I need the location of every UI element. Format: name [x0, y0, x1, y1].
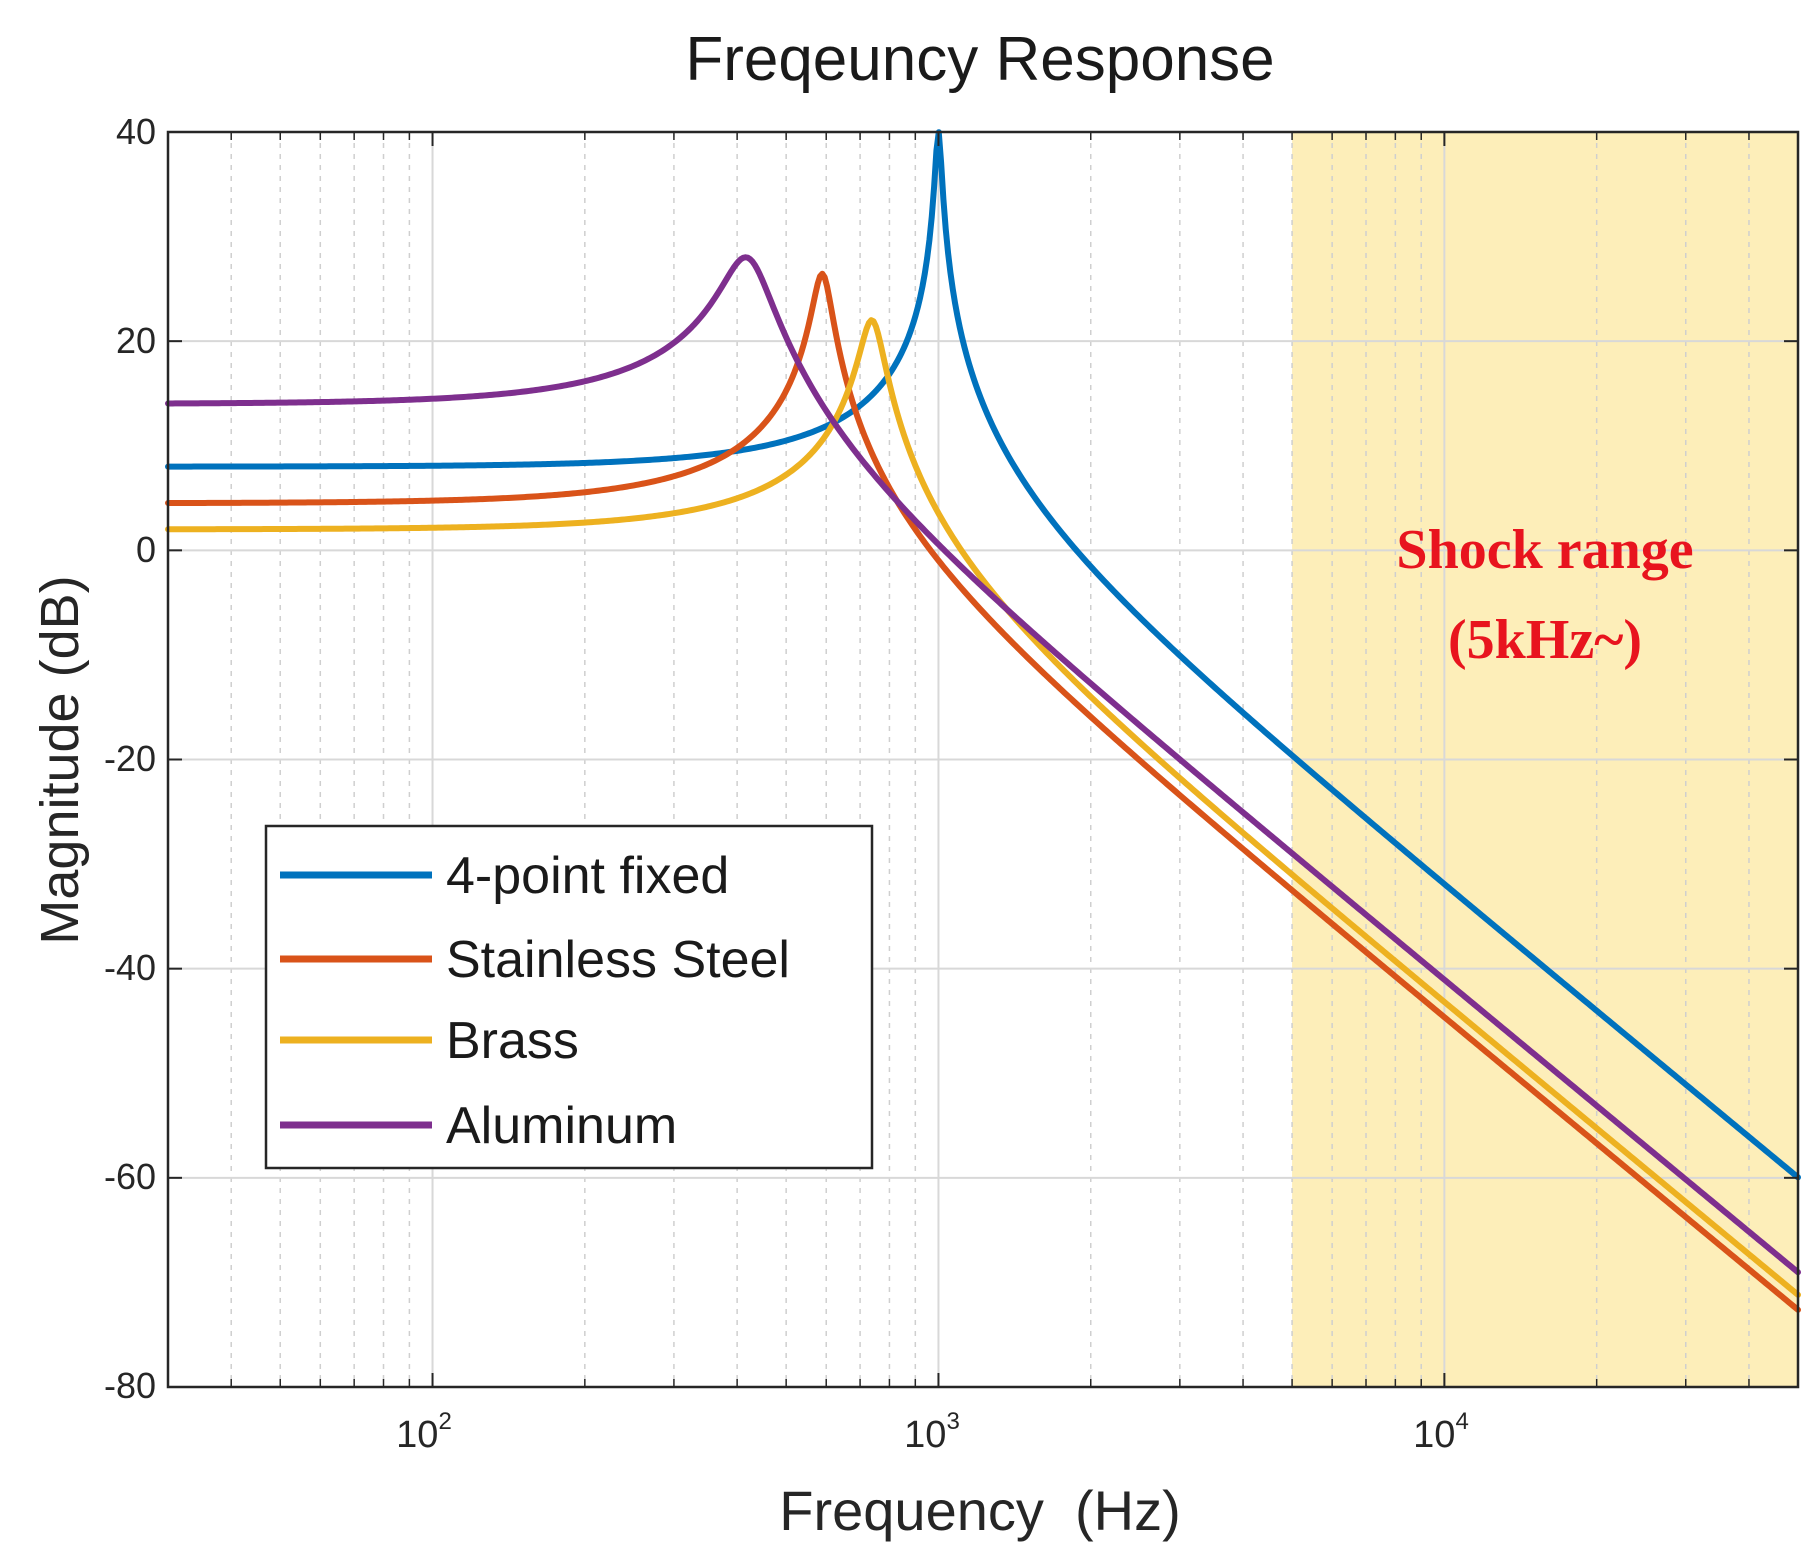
- legend-box: [264, 824, 874, 1170]
- y-tick-label: 0: [136, 529, 156, 570]
- y-tick-labels: 40 20 0 -20 -40 -60 -80: [104, 111, 156, 1406]
- x-tick-exponent: 4: [1455, 1408, 1468, 1435]
- series-line-brass: [165, 317, 1801, 1298]
- x-tick-base: 10: [904, 1414, 946, 1456]
- legend-label: Brass: [446, 1012, 579, 1070]
- chart-title: Freqeuncy Response: [685, 25, 1274, 94]
- x-tick-base: 10: [1413, 1414, 1455, 1456]
- x-axis-label: Frequency (Hz): [779, 1479, 1180, 1542]
- y-tick-label: -20: [104, 738, 156, 779]
- shock-range-label: Shock range: [1396, 519, 1693, 581]
- x-tick-label-100: 102: [396, 1408, 452, 1456]
- y-axis-label: Magnitude (dB): [30, 575, 90, 944]
- shock-range-sublabel: (5kHz~): [1448, 609, 1642, 671]
- series-group: [165, 129, 1801, 1313]
- y-tick-label: -40: [104, 947, 156, 988]
- x-tick-exponent: 2: [438, 1408, 451, 1435]
- x-tick-label-1000: 103: [904, 1408, 960, 1456]
- legend-label: 4-point fixed: [446, 847, 729, 905]
- x-tick-label-10000: 104: [1413, 1408, 1469, 1456]
- tick-marks: [167, 131, 1799, 1388]
- y-tick-label: -60: [104, 1156, 156, 1197]
- x-tick-exponent: 3: [946, 1408, 959, 1435]
- legend-label: Aluminum: [446, 1097, 677, 1155]
- y-tick-label: 20: [116, 320, 156, 361]
- series-line-4-point-fixed: [165, 129, 1801, 1181]
- y-tick-label: -80: [104, 1365, 156, 1406]
- series-line-aluminum: [165, 254, 1801, 1276]
- legend: 4-point fixed Stainless Steel Brass Alum…: [264, 824, 874, 1170]
- series-line-stainless-steel: [165, 270, 1801, 1313]
- x-tick-base: 10: [396, 1414, 438, 1456]
- y-tick-label: 40: [116, 111, 156, 152]
- legend-label: Stainless Steel: [446, 931, 790, 989]
- x-tick-labels: 102 103 104: [396, 1408, 1469, 1456]
